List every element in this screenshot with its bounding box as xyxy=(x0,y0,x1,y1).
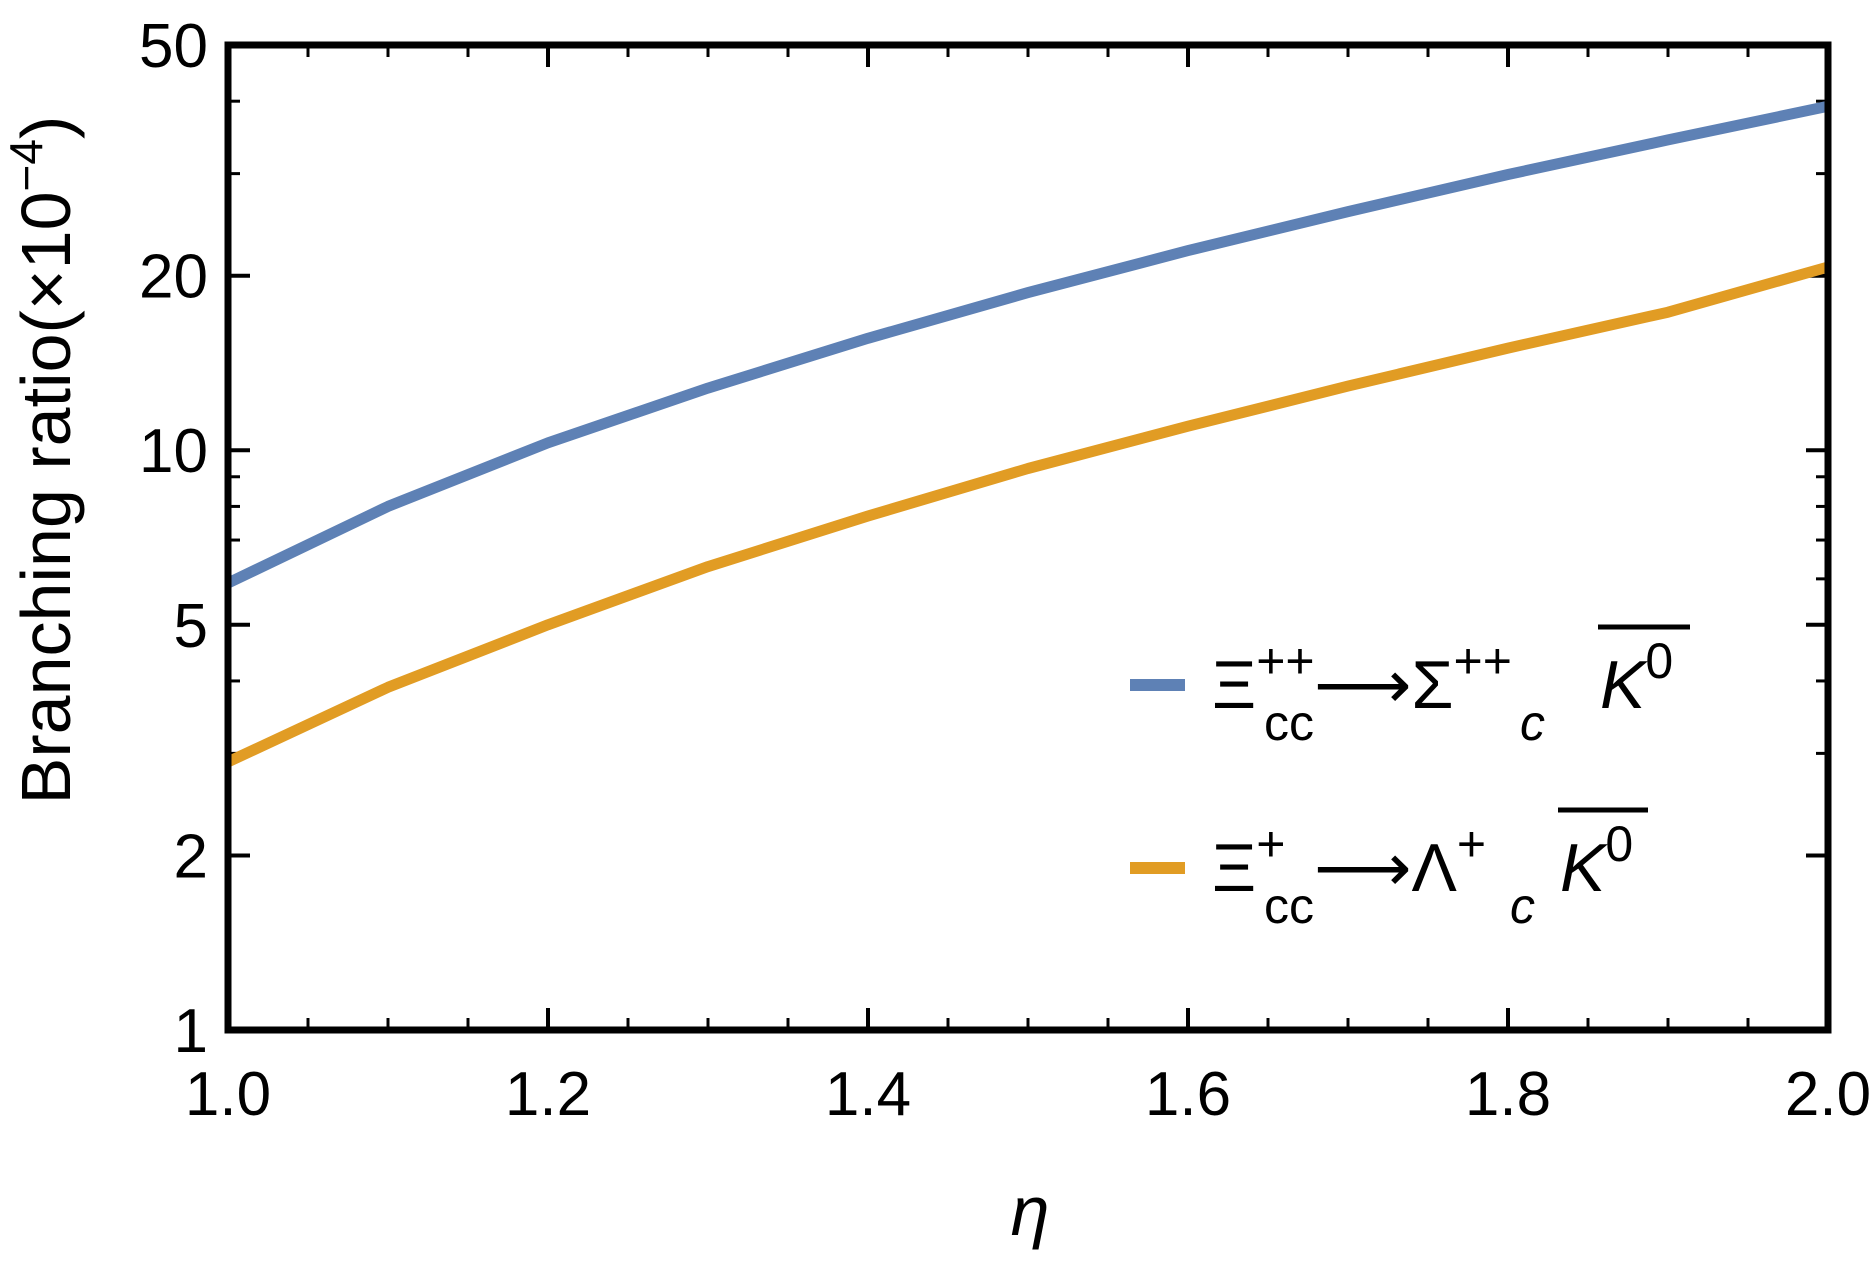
legend-2-parent: Ξ xyxy=(1212,830,1256,906)
legend-1-parent: Ξ xyxy=(1212,647,1256,723)
legend: Ξ++ cc⟶Σ++c K0 Ξ+ cc⟶Λ+c K0 xyxy=(1130,624,1690,934)
x-tick-label: 1.8 xyxy=(1465,1060,1551,1129)
x-tick-label: 2.0 xyxy=(1785,1060,1871,1129)
y-tick-label: 1 xyxy=(174,997,208,1066)
y-axis-title-exponent: −4 xyxy=(0,139,52,191)
y-tick-labels: 1 2 5 10 20 50 xyxy=(139,12,208,1066)
x-axis-title: η xyxy=(1011,1172,1050,1250)
x-tick-label: 1.0 xyxy=(185,1060,271,1129)
legend-2-daughter-sub: c xyxy=(1510,878,1535,934)
y-tick-label: 50 xyxy=(139,12,208,81)
legend-2-parent-sup: + xyxy=(1256,816,1285,872)
series-line-2 xyxy=(225,261,1830,767)
legend-1-daughter-sub: c xyxy=(1520,695,1545,751)
y-tick-label: 20 xyxy=(139,243,208,312)
y-axis-title-close: ) xyxy=(7,116,85,139)
y-tick-label: 10 xyxy=(139,417,208,486)
plot-frame xyxy=(224,41,1832,1034)
legend-1-meson: K xyxy=(1600,647,1648,723)
y-tick-label: 2 xyxy=(174,822,208,891)
legend-item-1: Ξ++ cc⟶Σ++c K0 xyxy=(1130,624,1690,751)
legend-2-arrow: ⟶ xyxy=(1314,830,1411,906)
legend-1-daughter-sup: ++ xyxy=(1454,633,1512,689)
x-tick-label: 1.2 xyxy=(505,1060,591,1129)
legend-1-meson-sup: 0 xyxy=(1645,633,1673,689)
series-line-1 xyxy=(225,100,1830,589)
x-tick-labels: 1.0 1.2 1.4 1.6 1.8 2.0 xyxy=(185,1060,1871,1129)
legend-2-parent-sub: cc xyxy=(1264,878,1314,934)
legend-1-parent-sup: ++ xyxy=(1256,633,1314,689)
legend-2-daughter-sup: + xyxy=(1457,816,1486,872)
legend-1-daughter: Σ xyxy=(1411,647,1453,723)
x-tick-label: 1.4 xyxy=(825,1060,911,1129)
legend-2-meson-sup: 0 xyxy=(1605,816,1633,872)
svg-text:Ξ+cc⟶Λ+cK0: Ξ+ cc⟶Λ+c K0 xyxy=(1212,816,1633,934)
y-tick-label: 5 xyxy=(174,592,208,661)
y-axis-title-main: Branching ratio(×10 xyxy=(7,191,85,804)
y-axis-title: Branching ratio(×10−4) xyxy=(0,116,85,805)
x-tick-label: 1.6 xyxy=(1145,1060,1231,1129)
legend-item-2: Ξ+ cc⟶Λ+c K0 xyxy=(1130,807,1648,934)
series-lines xyxy=(225,100,1830,767)
legend-1-parent-sub: cc xyxy=(1264,695,1314,751)
legend-1-arrow: ⟶ xyxy=(1314,647,1411,723)
legend-2-meson: K xyxy=(1560,830,1608,906)
svg-text:Ξ++cc⟶Σ++cK0: Ξ++ cc⟶Σ++c K0 xyxy=(1212,633,1673,751)
legend-2-daughter: Λ xyxy=(1411,830,1457,906)
